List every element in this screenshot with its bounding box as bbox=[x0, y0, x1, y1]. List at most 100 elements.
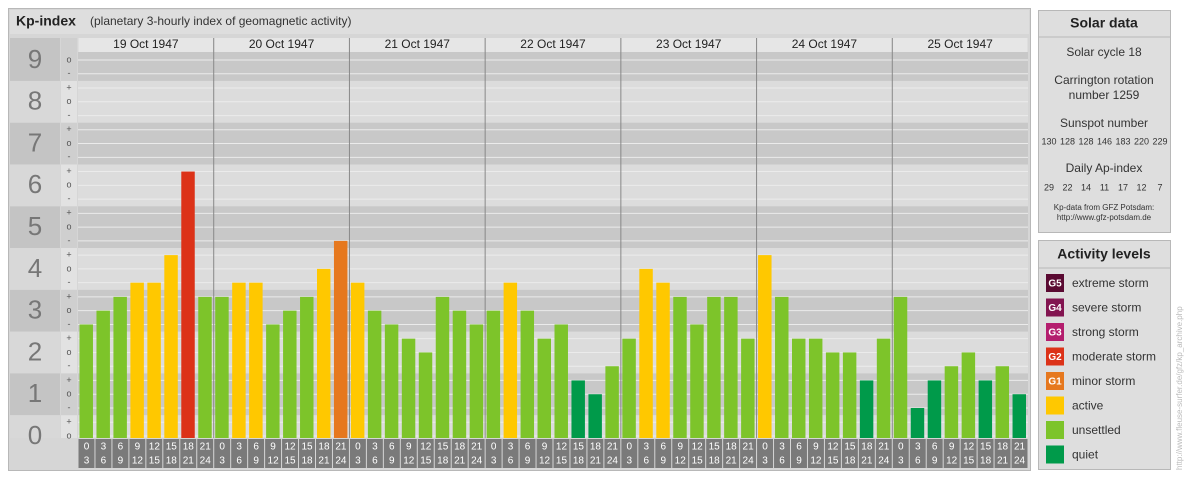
minor-tick-label: - bbox=[68, 277, 71, 287]
minor-tick-label: o bbox=[66, 430, 71, 440]
hour-label: 6 bbox=[915, 456, 921, 467]
bar bbox=[1012, 394, 1026, 438]
hour-label: 6 bbox=[932, 442, 938, 453]
bar bbox=[707, 296, 721, 438]
y-tick-label: 4 bbox=[28, 253, 42, 283]
hour-cell bbox=[977, 439, 994, 468]
hour-cell bbox=[95, 439, 112, 468]
bar bbox=[758, 255, 772, 438]
hour-label: 21 bbox=[471, 442, 483, 453]
ap-value: 29 bbox=[1044, 182, 1054, 192]
hour-label: 6 bbox=[101, 456, 107, 467]
bar bbox=[656, 282, 670, 438]
hour-label: 12 bbox=[403, 456, 415, 467]
ap-label: Daily Ap-index bbox=[1066, 161, 1143, 175]
band bbox=[61, 206, 77, 248]
hour-label: 3 bbox=[915, 442, 921, 453]
hour-label: 18 bbox=[573, 456, 585, 467]
hour-cell bbox=[824, 439, 841, 468]
hour-label: 6 bbox=[660, 442, 666, 453]
sunspot-number: 146 bbox=[1097, 136, 1112, 146]
y-tick-label: 2 bbox=[28, 336, 42, 366]
hour-label: 9 bbox=[135, 442, 141, 453]
bar bbox=[859, 380, 874, 438]
hour-label: 3 bbox=[101, 442, 107, 453]
minor-tick-label: o bbox=[66, 263, 71, 273]
hour-cell bbox=[892, 439, 909, 468]
day-header bbox=[78, 38, 214, 52]
hour-label: 6 bbox=[372, 456, 378, 467]
hour-cell bbox=[672, 439, 689, 468]
hour-label: 9 bbox=[542, 442, 548, 453]
band bbox=[10, 80, 60, 123]
hour-cell bbox=[197, 439, 214, 468]
hour-cell bbox=[638, 439, 655, 468]
bar bbox=[266, 324, 280, 438]
legend-name: moderate storm bbox=[1072, 350, 1156, 364]
bar bbox=[775, 296, 789, 438]
hour-label: 18 bbox=[861, 442, 873, 453]
minor-tick-label: + bbox=[66, 375, 71, 385]
hour-label: 9 bbox=[270, 442, 276, 453]
bar bbox=[571, 380, 585, 438]
bar bbox=[418, 352, 433, 438]
hour-cell bbox=[604, 439, 621, 468]
hour-label: 18 bbox=[183, 442, 195, 453]
minor-tick-label: + bbox=[66, 166, 71, 176]
minor-tick-label: + bbox=[66, 208, 71, 218]
hour-label: 9 bbox=[525, 456, 531, 467]
minor-tick-label: - bbox=[68, 319, 71, 329]
legend-name: extreme storm bbox=[1072, 276, 1149, 290]
hour-label: 21 bbox=[997, 456, 1009, 467]
hour-label: 18 bbox=[166, 456, 178, 467]
y-tick-label: 5 bbox=[28, 211, 42, 241]
minor-tick-label: o bbox=[66, 180, 71, 190]
hour-label: 3 bbox=[219, 456, 225, 467]
hour-label: 9 bbox=[932, 456, 938, 467]
y-tick-label: 3 bbox=[28, 295, 42, 325]
minor-tick-label: + bbox=[66, 124, 71, 134]
day-label: 21 Oct 1947 bbox=[385, 37, 451, 51]
hour-label: 9 bbox=[406, 442, 412, 453]
hour-label: 18 bbox=[318, 442, 330, 453]
hour-label: 21 bbox=[318, 456, 330, 467]
bar bbox=[520, 310, 535, 438]
band bbox=[61, 415, 77, 438]
carrington: Carrington rotation bbox=[1054, 73, 1153, 87]
hour-label: 3 bbox=[491, 456, 497, 467]
hour-cell bbox=[485, 439, 502, 468]
bar bbox=[283, 310, 297, 438]
hour-cell bbox=[553, 439, 570, 468]
bar bbox=[995, 366, 1010, 438]
hour-cell bbox=[807, 439, 824, 468]
y-tick-label: 7 bbox=[28, 127, 42, 157]
ap-value: 11 bbox=[1100, 182, 1109, 192]
hour-cell bbox=[740, 439, 757, 468]
hour-label: 21 bbox=[183, 456, 195, 467]
legend-code: G5 bbox=[1048, 279, 1062, 290]
day-label: 23 Oct 1947 bbox=[656, 37, 722, 51]
hour-label: 6 bbox=[253, 442, 259, 453]
bar bbox=[639, 268, 653, 438]
bar bbox=[944, 366, 959, 438]
hour-label: 21 bbox=[200, 442, 212, 453]
minor-tick-label: o bbox=[66, 305, 71, 315]
bar bbox=[198, 296, 212, 438]
hour-label: 21 bbox=[743, 442, 755, 453]
minor-tick-label: o bbox=[66, 221, 71, 231]
hour-label: 15 bbox=[166, 442, 178, 453]
hour-label: 15 bbox=[692, 456, 704, 467]
hour-cell bbox=[231, 439, 248, 468]
hour-label: 0 bbox=[627, 442, 633, 453]
bar bbox=[486, 310, 501, 438]
bar bbox=[215, 296, 229, 438]
hour-label: 6 bbox=[525, 442, 531, 453]
hour-label: 21 bbox=[878, 442, 890, 453]
hour-label: 12 bbox=[268, 456, 280, 467]
sunspot-label: Sunspot number bbox=[1060, 116, 1148, 130]
hour-label: 15 bbox=[709, 442, 721, 453]
hour-label: 0 bbox=[84, 442, 90, 453]
band bbox=[10, 164, 60, 207]
bar bbox=[842, 352, 857, 438]
hour-label: 3 bbox=[355, 456, 361, 467]
